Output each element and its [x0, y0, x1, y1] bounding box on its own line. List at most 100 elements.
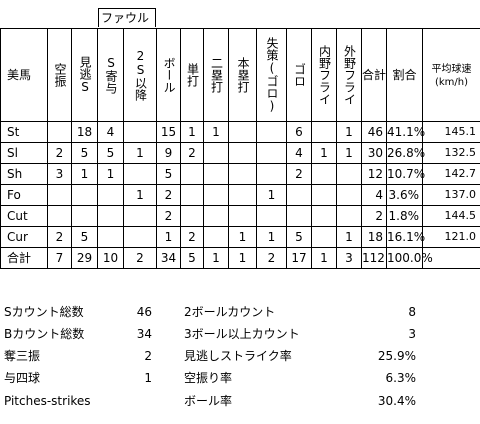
pitch-breakdown-table: 美馬 空振 見逃S S寄与 2S以降 ボール 単打 二塁打 本塁打 失策(ゴロ) ゴロ 内野フライ 外野…: [0, 27, 480, 269]
summary-label: 空振り率: [184, 371, 233, 385]
summary-value: 8: [408, 305, 416, 319]
count-cell: 2: [47, 225, 72, 248]
count-cell: 5: [286, 225, 312, 248]
summary-label: 2ボールカウント: [184, 305, 276, 319]
col-header-total: 合計: [361, 27, 387, 122]
speed-cell: 137.0: [422, 183, 480, 206]
summary-value: 3: [408, 327, 416, 341]
count-cell: [180, 162, 204, 185]
count-cell: 1: [203, 246, 229, 269]
count-cell: 100.0%: [386, 246, 433, 269]
col-header-called-strike: 見逃S: [71, 27, 98, 122]
count-cell: [228, 162, 257, 185]
count-cell: 15: [156, 120, 181, 143]
summary-label: 与四球: [4, 371, 41, 385]
header-row: 美馬 空振 見逃S S寄与 2S以降 ボール 単打 二塁打 本塁打 失策(ゴロ) ゴロ 内野フライ 外野…: [0, 27, 480, 122]
col-header-error-grounder: 失策(ゴロ): [256, 27, 287, 122]
col-header-infield-fly: 内野フライ: [311, 27, 337, 122]
count-cell: [228, 120, 257, 143]
col-header-swinging-strike: 空振: [47, 27, 72, 122]
count-cell: 2: [256, 246, 287, 269]
count-cell: [203, 162, 229, 185]
count-cell: [286, 204, 312, 227]
count-cell: [180, 204, 204, 227]
count-cell: [228, 141, 257, 164]
pitch-type-cell: Cut: [0, 204, 48, 227]
count-cell: 5: [156, 162, 181, 185]
count-cell: 41.1%: [386, 120, 425, 143]
speed-cell: 145.1: [422, 120, 480, 143]
count-cell: 26.8%: [386, 141, 425, 164]
count-cell: [47, 120, 72, 143]
count-cell: [203, 204, 229, 227]
count-cell: 4: [97, 120, 124, 143]
summary-value: 6.3%: [385, 371, 417, 385]
count-cell: 1: [311, 246, 337, 269]
count-cell: 1: [228, 246, 257, 269]
summary-label: 3ボール以上カウント: [184, 327, 300, 341]
pitch-type-cell: Sh: [0, 162, 48, 185]
count-cell: [311, 225, 337, 248]
summary-label: Sカウント総数: [4, 305, 84, 319]
count-cell: 1: [156, 225, 181, 248]
col-header-home-run: 本塁打: [228, 27, 257, 122]
count-cell: [311, 183, 337, 206]
count-cell: 6: [286, 120, 312, 143]
speed-cell: 144.5: [422, 204, 480, 227]
count-cell: 2: [180, 141, 204, 164]
col-header-ball: ボール: [156, 27, 181, 122]
count-cell: 1: [123, 141, 157, 164]
count-cell: 2: [47, 141, 72, 164]
count-cell: 4: [286, 141, 312, 164]
count-cell: [123, 204, 157, 227]
count-cell: 18: [71, 120, 98, 143]
count-cell: 10: [97, 246, 124, 269]
count-cell: [256, 162, 287, 185]
count-cell: [47, 183, 72, 206]
count-cell: 1.8%: [386, 204, 423, 227]
summary-label: 見逃しストライク率: [184, 349, 292, 363]
foul-group-label: ファウル: [98, 8, 156, 27]
col-header-foul-two-strikes: 2S以降: [123, 27, 157, 122]
count-cell: [97, 183, 124, 206]
summary-value: 1: [144, 371, 152, 385]
count-cell: 2: [286, 162, 312, 185]
count-cell: 12: [361, 162, 387, 185]
summary-label: 奪三振: [4, 349, 41, 363]
pitch-type-cell: St: [0, 120, 48, 143]
count-cell: 16.1%: [386, 225, 425, 248]
count-cell: 9: [156, 141, 181, 164]
count-cell: 1: [228, 225, 257, 248]
count-cell: 1: [311, 141, 337, 164]
count-cell: 4: [361, 183, 387, 206]
count-cell: [123, 162, 157, 185]
count-cell: 5: [97, 141, 124, 164]
pitch-type-cell: Sl: [0, 141, 48, 164]
count-cell: 5: [71, 141, 98, 164]
summary-value: [128, 391, 152, 411]
summary-label: Pitches-strikes: [4, 394, 91, 408]
count-cell: 1: [180, 120, 204, 143]
count-cell: [228, 204, 257, 227]
count-cell: 1: [71, 162, 98, 185]
count-cell: 3: [47, 162, 72, 185]
count-cell: 7: [47, 246, 72, 269]
count-cell: [123, 225, 157, 248]
col-header-grounder: ゴロ: [286, 27, 312, 122]
table-row: Sl 2 5 5 1 9 2 4 1 1 30 26.8% 132.5: [0, 141, 480, 164]
pitch-type-cell: Cur: [0, 225, 48, 248]
count-cell: 29: [71, 246, 98, 269]
count-cell: [256, 141, 287, 164]
count-cell: 2: [156, 183, 181, 206]
count-cell: [228, 183, 257, 206]
count-cell: 30: [361, 141, 387, 164]
count-cell: [97, 225, 124, 248]
count-cell: [47, 204, 72, 227]
count-cell: [311, 162, 337, 185]
table-row: Fo 1 2 1 4 3.6% 137.0: [0, 183, 480, 206]
count-cell: [71, 204, 98, 227]
speed-cell: 132.5: [422, 141, 480, 164]
corner-header-pitcher: 美馬: [0, 27, 48, 122]
count-cell: 1: [97, 162, 124, 185]
count-cell: 1: [123, 183, 157, 206]
